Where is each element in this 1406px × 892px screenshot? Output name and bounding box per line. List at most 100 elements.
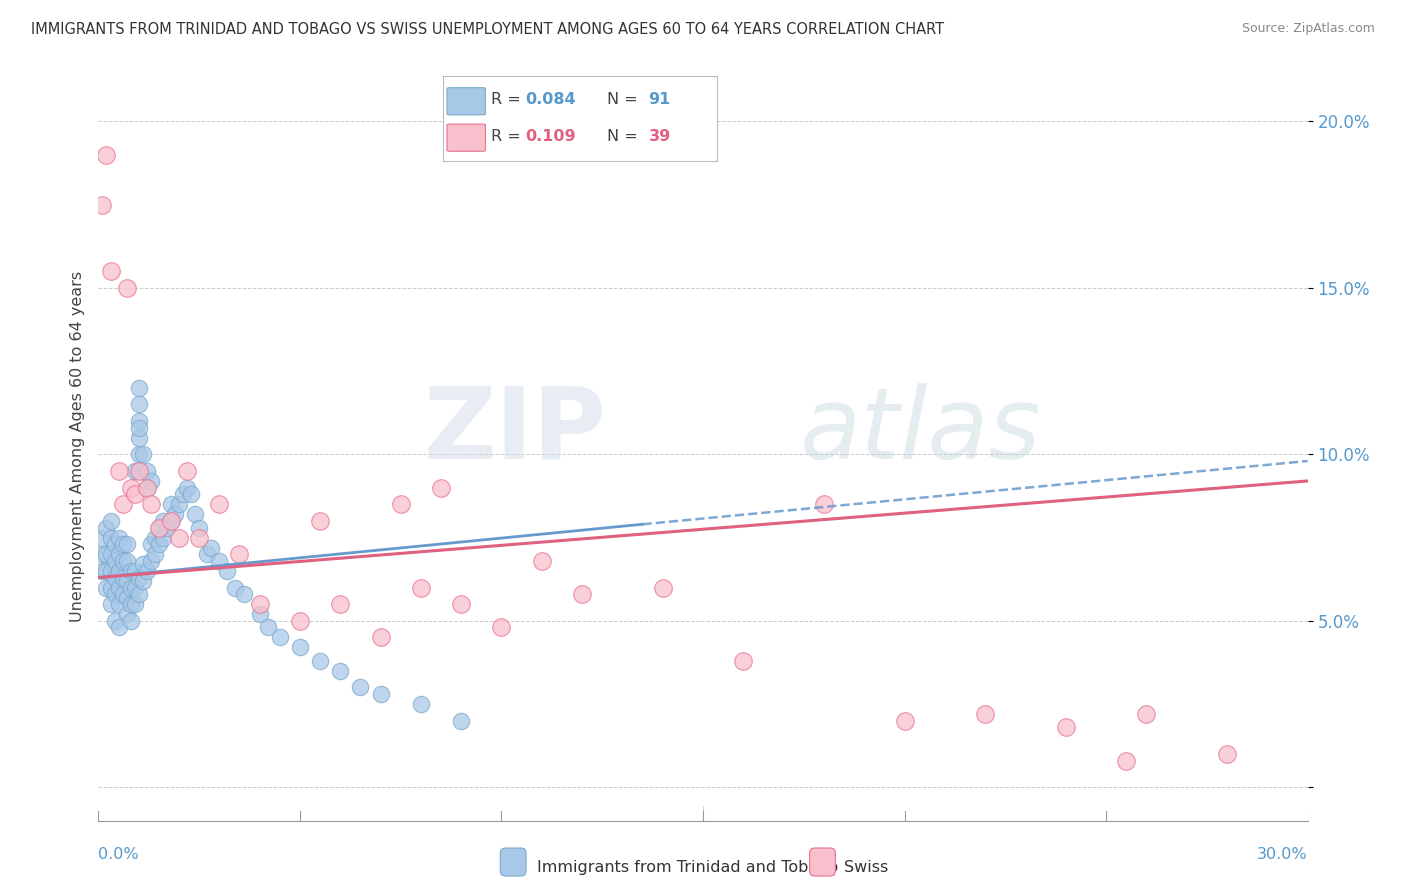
Point (135, 564, 157, 578)
Point (96, 581, 118, 595)
Point (188, 531, 211, 545)
Point (124, 581, 146, 595)
Point (115, 574, 138, 588)
Text: R =: R = (491, 129, 520, 145)
Point (128, 464, 150, 478)
Point (103, 587, 125, 601)
Point (107, 564, 129, 578)
Point (128, 397, 150, 411)
Point (409, 697, 432, 711)
Point (184, 508, 207, 522)
Point (256, 620, 278, 634)
Point (100, 264, 122, 278)
Point (491, 620, 513, 634)
Text: 91: 91 (648, 92, 671, 107)
Text: 0.0%: 0.0% (98, 847, 139, 863)
Text: ZIP: ZIP (423, 383, 606, 480)
Point (96, 147, 118, 161)
FancyBboxPatch shape (447, 124, 485, 152)
Point (200, 541, 222, 555)
Point (91, 564, 114, 578)
Point (115, 591, 138, 605)
Point (120, 614, 142, 628)
Y-axis label: Unemployment Among Ages 60 to 64 years: Unemployment Among Ages 60 to 64 years (69, 270, 84, 622)
Point (91, 197, 114, 211)
Point (139, 497, 162, 511)
Point (124, 564, 146, 578)
Point (100, 597, 122, 611)
Point (167, 497, 190, 511)
Text: N =: N = (607, 92, 638, 107)
Point (132, 447, 155, 461)
Point (103, 554, 125, 568)
Point (115, 281, 138, 295)
Point (249, 597, 271, 611)
Point (430, 481, 453, 495)
Point (143, 547, 166, 561)
Text: 0.109: 0.109 (526, 129, 576, 145)
Text: Swiss: Swiss (844, 860, 887, 874)
Point (103, 614, 125, 628)
Point (288, 614, 311, 628)
Point (651, 581, 673, 595)
Text: IMMIGRANTS FROM TRINIDAD AND TOBAGO VS SWISS UNEMPLOYMENT AMONG AGES 60 TO 64 YE: IMMIGRANTS FROM TRINIDAD AND TOBAGO VS S… (31, 22, 943, 37)
Point (115, 537, 138, 551)
Point (135, 464, 157, 478)
Point (100, 531, 122, 545)
Point (148, 520, 170, 534)
Point (269, 631, 291, 645)
Text: R =: R = (491, 92, 520, 107)
Point (107, 464, 129, 478)
Point (329, 597, 352, 611)
Point (115, 607, 138, 622)
Text: Source: ZipAtlas.com: Source: ZipAtlas.com (1241, 22, 1375, 36)
Point (148, 537, 170, 551)
Point (103, 570, 125, 584)
Point (111, 554, 134, 568)
Point (100, 581, 122, 595)
Point (172, 487, 194, 501)
Point (152, 514, 174, 528)
Point (188, 520, 211, 534)
Point (288, 640, 311, 655)
Point (111, 537, 134, 551)
Point (120, 581, 142, 595)
Point (228, 547, 250, 561)
Point (139, 474, 162, 488)
Point (195, 547, 218, 561)
Point (128, 587, 150, 601)
Point (974, 707, 997, 722)
Point (128, 381, 150, 395)
Point (893, 714, 915, 728)
Point (91, 531, 114, 545)
Point (180, 487, 202, 501)
Point (571, 587, 593, 601)
Point (128, 447, 150, 461)
Point (249, 607, 271, 622)
Text: N =: N = (607, 129, 638, 145)
Point (91, 547, 114, 561)
Point (160, 514, 183, 528)
Text: 0.084: 0.084 (526, 92, 576, 107)
Point (217, 564, 239, 578)
Point (100, 514, 122, 528)
Point (143, 531, 166, 545)
Point (152, 531, 174, 545)
Point (103, 537, 125, 551)
Point (349, 681, 371, 695)
Point (1115, 754, 1137, 768)
Point (111, 587, 134, 601)
Point (176, 464, 198, 478)
Point (128, 414, 150, 428)
Point (124, 464, 146, 478)
Point (124, 487, 146, 501)
Point (115, 554, 138, 568)
Point (148, 520, 170, 534)
Point (450, 714, 472, 728)
Point (329, 664, 352, 678)
Point (107, 581, 129, 595)
Point (163, 508, 186, 522)
Text: atlas: atlas (800, 383, 1042, 480)
Point (96, 547, 118, 561)
Point (128, 420, 150, 434)
